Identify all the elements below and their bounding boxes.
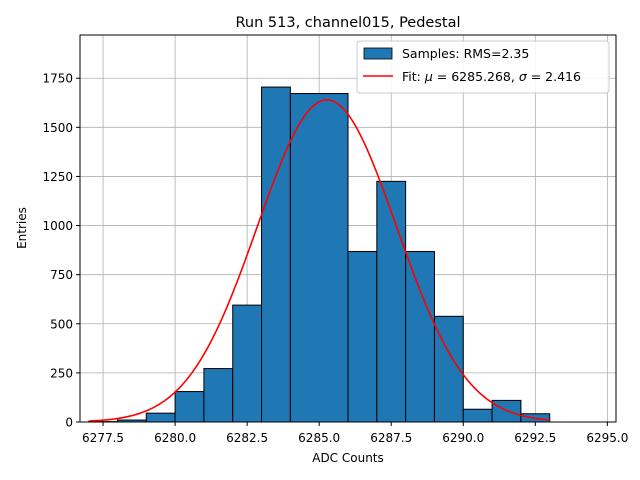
histogram-bar [232,304,263,423]
legend-sigma-value: = 2.416 [527,69,581,84]
y-axis-label: Entries [15,207,29,249]
fit-curve [88,99,550,422]
chart-title: Run 513, channel015, Pedestal [235,15,460,31]
legend-samples-swatch [363,47,393,60]
legend-sigma-symbol: σ [519,69,528,84]
legend-box [356,40,610,94]
legend: Samples: RMS=2.35 Fit: μ = 6285.268, σ =… [356,40,610,94]
histogram-bar [405,250,435,423]
histogram-bars [88,86,551,423]
x-tick-label: 6287.5 [370,431,412,445]
histogram-bar [462,408,493,423]
plot-frame [79,34,617,423]
x-axis-ticks: 6277.5 6280.0 6282.5 6285.0 6287.5 6290.0 6292… [82,422,628,445]
x-axis-label: ADC Counts [312,451,384,465]
histogram-bar [261,86,291,423]
x-tick-label: 6285.0 [298,431,340,445]
legend-samples-label: Samples: RMS=2.35 [402,46,529,61]
x-tick-label: 6290.0 [442,431,484,445]
y-tick-label: 750 [50,268,73,282]
histogram-bar [174,391,205,423]
legend-mu-value: = 6285.268, [433,69,519,84]
histogram-bar [203,368,234,423]
x-tick-label: 6292.5 [514,431,556,445]
y-tick-label: 500 [50,317,73,331]
x-tick-label: 6282.5 [226,431,268,445]
x-tick-label: 6280.0 [154,431,196,445]
y-tick-label: 1250 [42,170,73,184]
legend-fit-prefix: Fit: [402,69,425,84]
histogram-bar [145,412,176,423]
legend-mu-symbol: μ [424,69,433,84]
x-tick-label: 6277.5 [82,431,124,445]
y-tick-label: 250 [50,366,73,380]
y-tick-label: 1500 [42,121,73,135]
y-tick-label: 0 [65,416,73,430]
y-axis-ticks: 0 250 500 750 1000 1250 1500 1750 [42,72,80,430]
histogram-bar [347,250,378,423]
y-tick-label: 1000 [42,219,73,233]
histogram-bar [289,93,349,423]
legend-fit-label: Fit: μ = 6285.268, σ = 2.416 [402,69,581,84]
y-tick-label: 1750 [42,72,73,86]
x-tick-label: 6295.0 [586,431,628,445]
histogram-bar [376,180,407,423]
